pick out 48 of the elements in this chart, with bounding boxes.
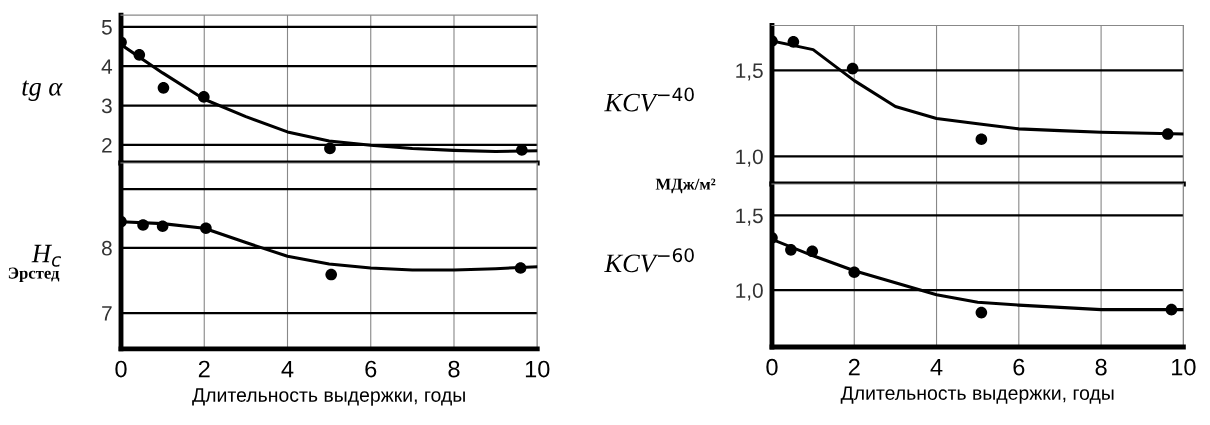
- x-tick-label: 10: [525, 360, 550, 378]
- x-tick-label: 8: [1095, 358, 1107, 376]
- point: [137, 219, 149, 231]
- point: [1161, 128, 1174, 140]
- text: МДж/м²: [655, 178, 716, 194]
- x-axis-title: Длительность выдержки, годы: [840, 386, 1114, 404]
- point: [156, 220, 169, 233]
- point: [198, 91, 210, 103]
- point: [157, 82, 170, 94]
- point: [785, 244, 797, 256]
- point: [324, 142, 336, 155]
- y-tick-label: 1,0: [736, 149, 763, 167]
- point: [514, 262, 527, 274]
- y-tick-label: 4: [101, 59, 113, 74]
- y-axis-title: KCV$^{−40}$: [604, 87, 694, 112]
- x-tick-label: 2: [198, 360, 210, 378]
- x-axis-title: Длительность выдержки, годы: [192, 388, 465, 406]
- x-tick-label: 4: [281, 360, 294, 378]
- point: [846, 62, 859, 75]
- point: [806, 245, 819, 258]
- x-tick-label: 2: [848, 358, 860, 376]
- x-tick-label: 6: [365, 360, 377, 378]
- point: [133, 49, 146, 61]
- x-tick-label: 6: [1013, 358, 1025, 376]
- y-axis-title: KCV$^{−60}$: [604, 248, 694, 273]
- x-tick-label: 10: [1172, 358, 1196, 376]
- y-axis-title: H$_{c}$: [31, 244, 62, 267]
- point: [1165, 303, 1178, 316]
- y-tick-label: 8: [101, 240, 112, 256]
- point: [200, 222, 212, 235]
- point: [848, 266, 861, 279]
- y-axis-title: tg α: [22, 80, 63, 101]
- point: [975, 306, 988, 319]
- x-tick-label: 0: [115, 360, 127, 378]
- y-tick-label: 3: [101, 98, 112, 114]
- point: [975, 133, 988, 146]
- x-tick-label: 0: [766, 358, 778, 376]
- y-tick-label: 5: [101, 20, 112, 35]
- text: Эрстед: [8, 267, 60, 283]
- y-tick-label: 7: [102, 306, 112, 321]
- x-tick-label: 8: [448, 360, 460, 378]
- y-tick-label: 1,0: [736, 283, 763, 301]
- point: [325, 268, 338, 281]
- point: [787, 36, 800, 48]
- y-tick-label: 2: [102, 137, 112, 153]
- x-tick-label: 4: [930, 358, 943, 376]
- y-tick-label: 1,5: [736, 208, 763, 226]
- y-tick-label: 1,5: [736, 63, 763, 81]
